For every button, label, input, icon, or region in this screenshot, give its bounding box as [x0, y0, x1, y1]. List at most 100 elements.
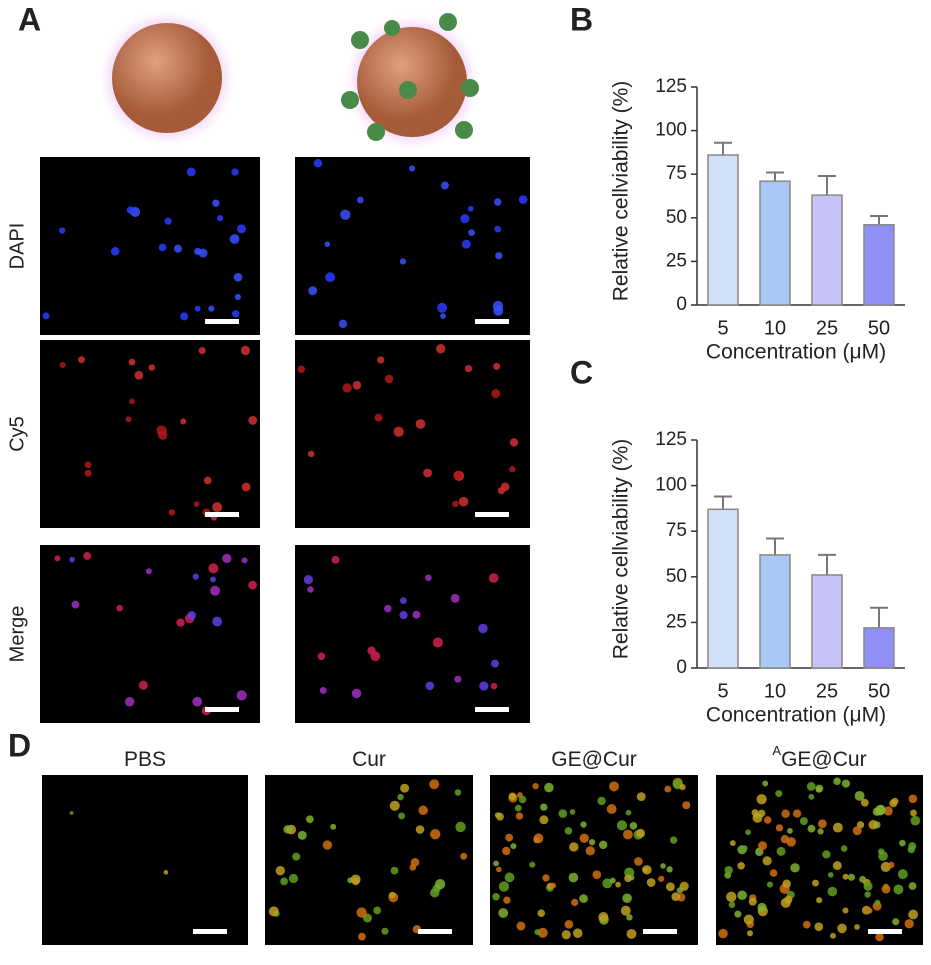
column-label: Cur	[352, 748, 386, 771]
cell	[598, 911, 609, 922]
cell	[412, 610, 421, 619]
cell	[842, 873, 849, 880]
cell	[305, 815, 314, 824]
cell	[664, 785, 672, 793]
cell	[776, 846, 786, 856]
cell	[248, 415, 258, 425]
cell	[910, 815, 921, 826]
cell	[342, 383, 352, 393]
cell	[847, 873, 856, 881]
cell	[373, 906, 382, 915]
cell	[679, 881, 689, 891]
cell	[241, 482, 251, 492]
cell	[588, 838, 596, 846]
cell	[769, 869, 778, 877]
cell	[186, 167, 196, 177]
cell	[126, 206, 135, 214]
cell	[297, 830, 307, 840]
cell	[192, 696, 203, 707]
cell	[491, 389, 501, 399]
cell	[384, 374, 394, 384]
cell	[822, 850, 831, 859]
image-background	[42, 775, 248, 945]
cell	[579, 894, 588, 903]
cell	[580, 821, 587, 828]
cell	[757, 902, 767, 912]
cell	[128, 358, 136, 366]
cell	[748, 897, 757, 906]
cell	[542, 874, 550, 882]
cell	[384, 604, 392, 613]
cell	[203, 476, 212, 485]
cell	[275, 866, 285, 876]
cell	[78, 356, 85, 364]
cell	[425, 574, 432, 582]
cell	[212, 616, 223, 627]
cell	[679, 783, 686, 791]
cell	[518, 195, 528, 204]
cell	[325, 272, 336, 283]
cell	[322, 840, 333, 850]
cell	[817, 828, 824, 835]
y-axis-label: Relative cellviability (%)	[610, 439, 633, 660]
cell	[624, 874, 632, 883]
cell	[493, 362, 501, 370]
cell	[883, 806, 893, 816]
cell	[399, 258, 407, 265]
cell	[646, 878, 656, 887]
cell	[746, 930, 754, 937]
cell	[904, 919, 914, 929]
cell	[827, 872, 834, 878]
bar	[759, 180, 791, 306]
image-background	[40, 157, 260, 335]
cell	[790, 863, 800, 873]
cell	[729, 840, 736, 847]
y-tick-label: 125	[655, 76, 687, 97]
cell	[908, 794, 918, 804]
x-tick-label: 25	[816, 317, 838, 339]
cell	[775, 790, 783, 798]
cell	[568, 872, 579, 883]
cell	[537, 927, 548, 938]
cell	[494, 198, 502, 206]
cell	[164, 217, 172, 225]
cell	[232, 310, 240, 318]
cell	[741, 845, 748, 852]
cell	[54, 555, 61, 562]
cell	[496, 812, 504, 821]
cell	[350, 874, 361, 885]
image-background	[40, 545, 260, 723]
cell	[897, 869, 908, 880]
cell	[455, 821, 466, 833]
cell	[248, 580, 257, 590]
cell	[324, 241, 331, 248]
cell	[42, 312, 50, 320]
cell	[409, 165, 416, 172]
cell	[540, 803, 548, 811]
panel-label: C	[570, 354, 593, 390]
y-tick-label: 100	[655, 475, 687, 496]
cell	[816, 897, 823, 904]
cell	[597, 796, 606, 806]
cell	[866, 907, 873, 914]
cell	[460, 214, 470, 224]
cell	[176, 618, 185, 627]
cell	[762, 780, 769, 787]
cell	[307, 450, 315, 458]
cell	[399, 610, 408, 620]
cell	[806, 782, 816, 791]
cell	[59, 362, 66, 369]
cell	[726, 891, 737, 903]
column-label-text: PBS	[124, 748, 166, 771]
micrograph	[716, 775, 923, 945]
cell	[116, 604, 123, 612]
cell	[425, 681, 435, 691]
cell	[660, 863, 666, 869]
cell	[874, 805, 886, 816]
cell	[280, 877, 288, 886]
cell	[198, 347, 206, 355]
cell	[775, 824, 784, 832]
cell	[216, 214, 224, 222]
column-label-text: Cur	[352, 748, 386, 771]
bar	[707, 154, 739, 306]
